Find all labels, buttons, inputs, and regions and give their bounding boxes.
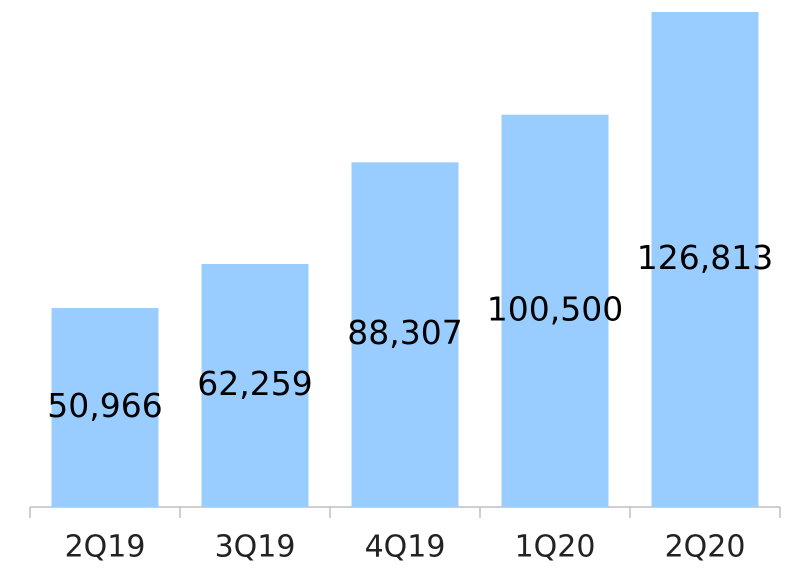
value-label: 126,813 xyxy=(637,238,773,277)
bar xyxy=(201,263,309,507)
x-tick-label: 1Q20 xyxy=(515,530,596,565)
x-tick-label: 2Q20 xyxy=(665,530,746,565)
bar xyxy=(351,162,459,507)
x-tick-label: 3Q19 xyxy=(215,530,296,565)
bar xyxy=(651,12,759,507)
value-label: 100,500 xyxy=(487,289,623,328)
bar xyxy=(51,308,159,507)
value-label: 62,259 xyxy=(197,364,312,403)
value-label: 88,307 xyxy=(347,313,462,352)
x-tick-label: 4Q19 xyxy=(365,530,446,565)
bar xyxy=(501,114,609,507)
x-tick-label: 2Q19 xyxy=(65,530,146,565)
value-label: 50,966 xyxy=(47,386,162,425)
